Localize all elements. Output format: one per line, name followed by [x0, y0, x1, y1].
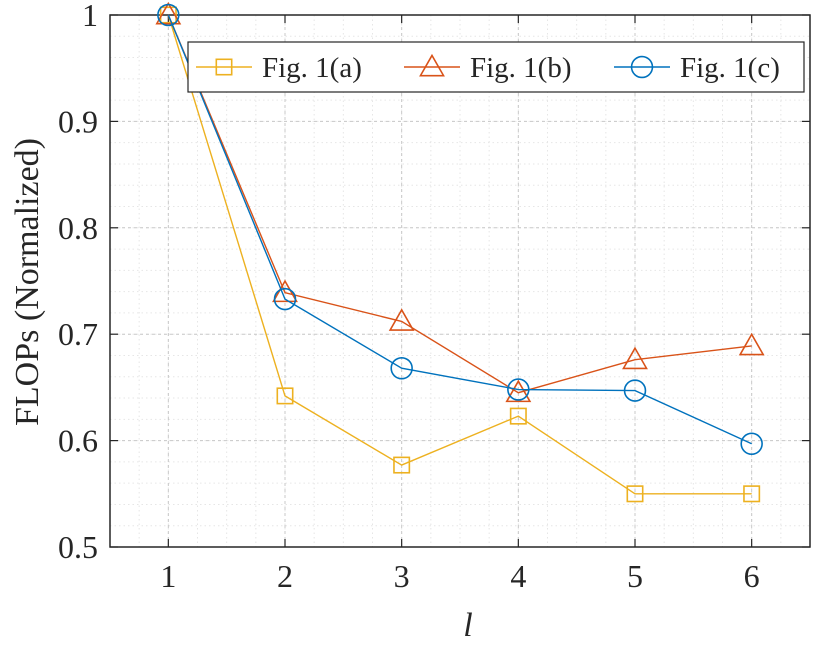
legend: Fig. 1(a) Fig. 1(b) Fig. 1(c): [187, 41, 805, 93]
x-tick-label: 1: [160, 558, 176, 594]
data-point-triangle: [738, 332, 765, 356]
series-line: [167, 14, 752, 394]
data-point-circle: [157, 3, 180, 27]
data-point-triangle: [505, 379, 532, 403]
y-tick-label: 0.6: [58, 423, 98, 459]
x-tick-label: 2: [277, 558, 293, 594]
data-point-square: [393, 456, 411, 474]
series-line: [167, 14, 752, 445]
grid: [109, 14, 811, 548]
data-point-circle: [273, 287, 297, 311]
data-point-triangle: [622, 346, 648, 370]
data-point-triangle: [155, 1, 182, 25]
legend-box: [187, 41, 805, 93]
legend-label: Fig. 1(c): [680, 52, 780, 84]
x-tick-label: 3: [394, 558, 410, 594]
series-circle: [157, 3, 763, 456]
x-tick-label: 5: [627, 558, 643, 594]
legend-marker-triangle: [419, 53, 445, 77]
series-triangle: [155, 1, 765, 403]
series-group: [155, 1, 765, 503]
axes: 1 2 3 4 5 6 0.5 0.6 0.7 0.8 0.9 1: [58, 0, 811, 594]
y-tick-label: 0.8: [58, 210, 98, 246]
legend-marker-square: [215, 58, 233, 76]
data-point-square: [509, 407, 527, 425]
y-axis-label: FLOPs (Normalized): [9, 138, 46, 426]
legend-label: Fig. 1(a): [262, 52, 362, 84]
legend-label: Fig. 1(b): [470, 52, 572, 84]
data-point-circle: [740, 432, 763, 456]
plot-frame: [109, 14, 811, 548]
data-point-square: [159, 6, 177, 24]
y-tick-label: 0.5: [58, 529, 98, 565]
data-point-circle: [623, 379, 647, 402]
x-tick-label: 6: [744, 558, 760, 594]
legend-marker-circle: [630, 55, 654, 79]
series-line: [167, 14, 752, 495]
data-point-triangle: [388, 308, 415, 331]
data-point-square: [626, 485, 644, 503]
x-tick-label: 4: [510, 558, 526, 594]
y-tick-label: 0.9: [58, 103, 98, 139]
x-axis-label: l: [463, 607, 472, 644]
series-square: [159, 6, 761, 503]
data-point-square: [276, 387, 294, 405]
data-point-circle: [507, 378, 530, 401]
data-point-square: [743, 485, 761, 503]
y-tick-label: 1: [82, 0, 98, 33]
data-point-circle: [390, 356, 413, 380]
y-tick-label: 0.7: [58, 316, 98, 352]
